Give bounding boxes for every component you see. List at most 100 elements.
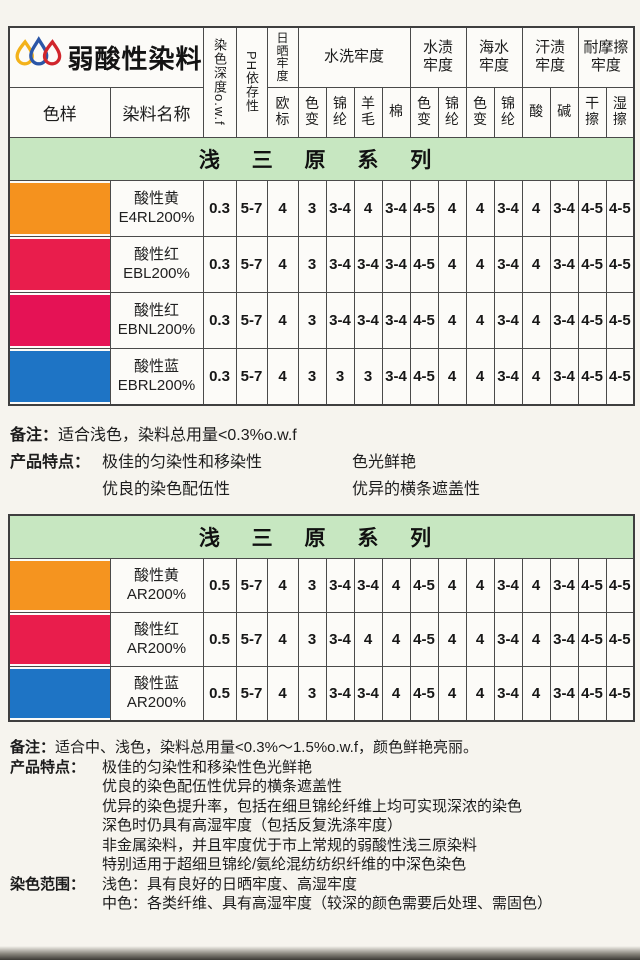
value-cell: 4 bbox=[266, 347, 299, 405]
dye-spec-table-2: 浅 三 原 系 列 酸性黄 AR200% 0.5 5-7 4 3 3-4 3-4 … bbox=[8, 514, 636, 722]
value-cell: 4 bbox=[437, 347, 467, 405]
value-cell: 4 bbox=[266, 665, 299, 721]
value-cell: 3-4 bbox=[381, 347, 411, 405]
color-swatch bbox=[10, 294, 109, 346]
value-cell: 4-5 bbox=[605, 235, 635, 293]
value-cell: 4-5 bbox=[409, 347, 439, 405]
remark-line: 备注： 适合浅色，染料总用量<0.3%o.w.f bbox=[10, 422, 632, 449]
value-cell: 3-4 bbox=[381, 179, 411, 237]
dye-name: 酸性蓝 AR200% bbox=[109, 665, 204, 721]
value-cell: 3-4 bbox=[549, 557, 579, 613]
value-cell: 4 bbox=[465, 611, 495, 667]
value-cell: 4 bbox=[381, 665, 411, 721]
header-depth: 染色深度o.w.f bbox=[202, 26, 237, 138]
header-wash-colorchange: 色 变 bbox=[297, 86, 327, 138]
value-cell: 4 bbox=[353, 179, 383, 237]
header-sweat-alkali: 碱 bbox=[549, 86, 579, 138]
value-cell: 5-7 bbox=[235, 235, 268, 293]
value-cell: 4 bbox=[465, 665, 495, 721]
feature-text: 深色时仍具有高湿牢度（包括反复洗涤牢度） bbox=[102, 817, 403, 834]
value-cell: 3-4 bbox=[549, 665, 579, 721]
feature-text: 色光鲜艳 bbox=[352, 454, 417, 471]
value-cell: 4-5 bbox=[577, 665, 607, 721]
remark-text: 适合浅色，染料总用量<0.3%o.w.f bbox=[58, 427, 297, 444]
feature-text: 优良的染色配伍性优异的横条遮盖性 bbox=[102, 778, 343, 795]
value-cell: 4-5 bbox=[409, 665, 439, 721]
scan-edge-shadow bbox=[0, 946, 640, 960]
value-cell: 4 bbox=[266, 179, 299, 237]
value-cell: 3-4 bbox=[325, 611, 355, 667]
value-cell: 3-4 bbox=[549, 235, 579, 293]
header-sample: 色样 bbox=[8, 86, 111, 138]
feature-text: 优良的染色配伍性 bbox=[102, 481, 231, 498]
range-text: 浅色：具有良好的日晒牢度、高湿牢度 bbox=[102, 875, 358, 893]
dye-name: 酸性蓝 EBRL200% bbox=[109, 347, 204, 405]
value-cell: 0.3 bbox=[202, 347, 237, 405]
color-swatch bbox=[10, 350, 109, 402]
value-cell: 4-5 bbox=[409, 235, 439, 293]
value-cell: 4-5 bbox=[577, 611, 607, 667]
value-cell: 4 bbox=[521, 665, 551, 721]
header-waterstain-group: 水渍 牢度 bbox=[409, 26, 467, 88]
value-cell: 4 bbox=[437, 665, 467, 721]
value-cell: 4-5 bbox=[577, 291, 607, 349]
color-swatch bbox=[10, 668, 109, 718]
brand-title: 弱酸性染料 bbox=[67, 43, 203, 74]
value-cell: 3-4 bbox=[493, 611, 523, 667]
header-eu-standard: 欧 标 bbox=[266, 86, 299, 138]
value-cell: 4-5 bbox=[409, 557, 439, 613]
table-row: 酸性蓝 EBRL200% 0.3 5-7 4 3 3 3 3-4 4-5 4 4 … bbox=[8, 347, 635, 405]
feature-text: 极佳的匀染性和移染性色光鲜艳 bbox=[102, 758, 313, 776]
value-cell: 4-5 bbox=[605, 179, 635, 237]
dye-spec-table-1: 弱酸性染料 染色深度o.w.f PH依存性 日 晒 牢 度 水洗牢度 水渍 牢度… bbox=[8, 26, 636, 406]
series2-banner: 浅 三 原 系 列 bbox=[8, 514, 635, 559]
value-cell: 4-5 bbox=[605, 291, 635, 349]
header-water-nylon: 锦 纶 bbox=[437, 86, 467, 138]
value-cell: 3-4 bbox=[325, 291, 355, 349]
header-sweat-acid: 酸 bbox=[521, 86, 551, 138]
value-cell: 3-4 bbox=[549, 291, 579, 349]
remark-label: 备注： bbox=[10, 739, 56, 756]
three-drops-logo-icon bbox=[15, 36, 62, 66]
header-seawater-group: 海水 牢度 bbox=[465, 26, 523, 88]
value-cell: 3-4 bbox=[353, 291, 383, 349]
header-water-colorchange: 色 变 bbox=[409, 86, 439, 138]
value-cell: 4 bbox=[437, 235, 467, 293]
value-cell: 4 bbox=[521, 179, 551, 237]
value-cell: 0.5 bbox=[202, 611, 237, 667]
value-cell: 4-5 bbox=[605, 557, 635, 613]
features-line-1: 产品特点： 极佳的匀染性和移染性 色光鲜艳 bbox=[10, 449, 632, 476]
header-rubbing-group: 耐摩擦 牢度 bbox=[577, 26, 635, 88]
value-cell: 4-5 bbox=[605, 611, 635, 667]
color-swatch bbox=[10, 560, 109, 610]
value-cell: 4 bbox=[437, 179, 467, 237]
value-cell: 5-7 bbox=[235, 665, 268, 721]
value-cell: 4 bbox=[521, 611, 551, 667]
features-block: 产品特点： 极佳的匀染性和移染性色光鲜艳 优良的染色配伍性优异的横条遮盖性 优异… bbox=[10, 758, 634, 875]
value-cell: 5-7 bbox=[235, 557, 268, 613]
value-cell: 3-4 bbox=[353, 557, 383, 613]
range-label: 染色范围： bbox=[10, 875, 86, 893]
value-cell: 4 bbox=[381, 611, 411, 667]
series2-notes: 备注： 适合中、浅色，染料总用量<0.3%～1.5%o.w.f，颜色鲜艳亮丽。 … bbox=[10, 738, 634, 914]
feature-text: 极佳的匀染性和移染性 bbox=[102, 454, 263, 471]
value-cell: 0.5 bbox=[202, 557, 237, 613]
dye-name: 酸性红 AR200% bbox=[109, 611, 204, 667]
value-cell: 4 bbox=[465, 347, 495, 405]
value-cell: 3 bbox=[297, 611, 327, 667]
value-cell: 4 bbox=[266, 235, 299, 293]
value-cell: 5-7 bbox=[235, 611, 268, 667]
value-cell: 3-4 bbox=[381, 291, 411, 349]
value-cell: 4 bbox=[437, 611, 467, 667]
value-cell: 4-5 bbox=[409, 291, 439, 349]
value-cell: 3-4 bbox=[493, 235, 523, 293]
value-cell: 4-5 bbox=[409, 179, 439, 237]
dye-name: 酸性红 EBL200% bbox=[109, 235, 204, 293]
value-cell: 4-5 bbox=[409, 611, 439, 667]
remark-label: 备注： bbox=[10, 427, 59, 444]
features-label: 产品特点： bbox=[10, 454, 91, 471]
value-cell: 4-5 bbox=[605, 347, 635, 405]
header-rub-wet: 湿 擦 bbox=[605, 86, 635, 138]
header-sunlight-group: 日 晒 牢 度 bbox=[266, 26, 299, 88]
